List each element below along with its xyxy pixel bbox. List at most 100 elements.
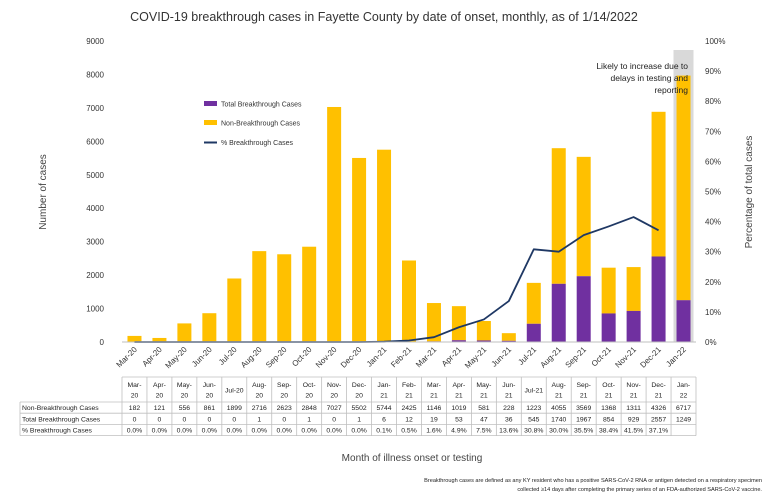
y-tick-7000: 7000 <box>86 104 104 113</box>
table-cell: 1223 <box>526 405 541 412</box>
table-header-apr-21: Apr-21 <box>452 382 465 400</box>
x-axis-title: Month of illness onset or testing <box>342 453 483 464</box>
bars-layer <box>127 75 691 342</box>
y2-tick-70: 70% <box>705 127 721 136</box>
x-tick-jan-22: Jan-22 <box>664 345 688 369</box>
table-cell: 37.1% <box>649 428 668 435</box>
x-tick-jul-20: Jul-20 <box>217 345 239 367</box>
table-header-nov-21: Nov-21 <box>626 382 640 400</box>
table-header-may-20: May-20 <box>177 382 192 400</box>
y2-tick-0: 0% <box>705 338 717 347</box>
table-cell: 0.1% <box>376 428 392 435</box>
table-header-dec-21: Dec-21 <box>651 382 665 400</box>
table-cell: 182 <box>129 405 141 412</box>
data-table: Mar-20 Apr-20 May-20 Jun-20 Jul-20 Aug-20 Sep-… <box>19 376 697 437</box>
y2-tick-50: 50% <box>705 188 721 197</box>
y-tick-3000: 3000 <box>86 238 104 247</box>
x-tick-feb-21: Feb-21 <box>389 345 414 370</box>
annotation-line-2: delays in testing and <box>611 73 689 83</box>
table-cell: 581 <box>478 405 490 412</box>
y2-tick-80: 80% <box>705 97 721 106</box>
x-tick-jan-21: Jan-21 <box>365 345 389 369</box>
bar-breakthrough-jan-22 <box>676 300 691 342</box>
table-header-aug-21: Aug-21 <box>552 382 566 400</box>
table-header-oct-20: Oct-20 <box>303 382 316 400</box>
table-cell: 556 <box>179 405 191 412</box>
y-tick-6000: 6000 <box>86 137 104 146</box>
table-cell: 1899 <box>227 405 242 412</box>
bar-breakthrough-may-21 <box>476 340 491 342</box>
table-header-sep-20: Sep-20 <box>277 382 291 400</box>
table-header-feb-21: Feb-21 <box>402 382 416 400</box>
table-row-label-total-breakthrough-cases: Total Breakthrough Cases <box>22 416 101 423</box>
x-tick-apr-21: Apr-21 <box>440 345 464 369</box>
y-tick-5000: 5000 <box>86 171 104 180</box>
bar-non-breakthrough-may-21 <box>476 320 491 341</box>
table-cell: 0 <box>133 416 137 423</box>
table-header-may-21: May-21 <box>476 382 491 400</box>
table-header-jul-20: Jul-20 <box>225 388 244 395</box>
table-header-jun-21: Jun-21 <box>502 382 515 400</box>
table-cell: 1.6% <box>426 428 442 435</box>
table-cell: 2716 <box>252 405 267 412</box>
x-tick-apr-20: Apr-20 <box>141 345 165 369</box>
table-header-nov-20: Nov-20 <box>327 382 341 400</box>
x-tick-jun-21: Jun-21 <box>490 345 514 369</box>
table-cell: 0.0% <box>252 428 268 435</box>
x-tick-jul-21: Jul-21 <box>516 345 538 367</box>
x-tick-oct-21: Oct-21 <box>590 345 614 369</box>
legend-label-total-breakthrough: Total Breakthrough Cases <box>221 102 302 109</box>
table-cell: 228 <box>503 405 515 412</box>
table-cell: 0 <box>232 416 236 423</box>
y2-tick-40: 40% <box>705 218 721 227</box>
x-tick-dec-21: Dec-21 <box>638 345 663 370</box>
bar-breakthrough-sep-21 <box>576 276 591 342</box>
table-cell: 2848 <box>302 405 317 412</box>
table-cell: 0.0% <box>227 428 243 435</box>
table-cell: 30.8% <box>524 428 543 435</box>
bar-non-breakthrough-sep-20 <box>277 254 292 342</box>
table-cell: 1740 <box>551 416 566 423</box>
y2-tick-90: 90% <box>705 67 721 76</box>
table-cell: 4.9% <box>451 428 467 435</box>
table-header-jan-21: Jan-21 <box>377 382 390 400</box>
bar-non-breakthrough-jul-20 <box>227 278 242 342</box>
table-header-aug-20: Aug-20 <box>252 382 266 400</box>
table-cell: 545 <box>528 416 540 423</box>
table-cell: 2425 <box>401 405 416 412</box>
x-tick-oct-20: Oct-20 <box>290 345 314 369</box>
y2-axis-title: Percentage of total cases <box>744 136 755 249</box>
bar-breakthrough-nov-21 <box>626 310 641 342</box>
x-tick-sep-21: Sep-21 <box>564 345 589 370</box>
annotation-line-3: reporting <box>654 85 688 95</box>
table-row-label-breakthrough-cases: % Breakthrough Cases <box>22 428 92 435</box>
table-cell: 0 <box>158 416 162 423</box>
table-cell: 3569 <box>576 405 591 412</box>
table-cell: 1311 <box>626 405 641 412</box>
x-tick-nov-20: Nov-20 <box>314 345 339 370</box>
table-cell: 38.4% <box>599 428 618 435</box>
table-cell: 47 <box>480 416 488 423</box>
table-cell: 4326 <box>651 405 666 412</box>
table-cell: 13.6% <box>499 428 518 435</box>
bar-non-breakthrough-mar-21 <box>426 303 441 342</box>
table-cell: 41.5% <box>624 428 643 435</box>
y2-tick-100: 100% <box>705 37 725 46</box>
bar-non-breakthrough-may-20 <box>177 323 192 342</box>
table-cell: 0.0% <box>177 428 193 435</box>
table-cell: 0.0% <box>326 428 342 435</box>
table-header-jun-20: Jun-20 <box>203 382 216 400</box>
table-cell: 0.0% <box>301 428 317 435</box>
y2-tick-60: 60% <box>705 157 721 166</box>
x-tick-may-20: May-20 <box>164 345 190 371</box>
table-cell: 1967 <box>576 416 591 423</box>
bar-non-breakthrough-jan-21 <box>377 149 392 342</box>
bar-non-breakthrough-apr-20 <box>152 337 167 342</box>
table-header-mar-21: Mar-21 <box>427 382 441 400</box>
y-axis-title: Number of cases <box>38 154 49 230</box>
table-cell: 6 <box>382 416 386 423</box>
bar-non-breakthrough-oct-20 <box>302 246 317 342</box>
bar-non-breakthrough-aug-21 <box>551 148 566 284</box>
table-header-jan-22: Jan-22 <box>677 382 690 400</box>
